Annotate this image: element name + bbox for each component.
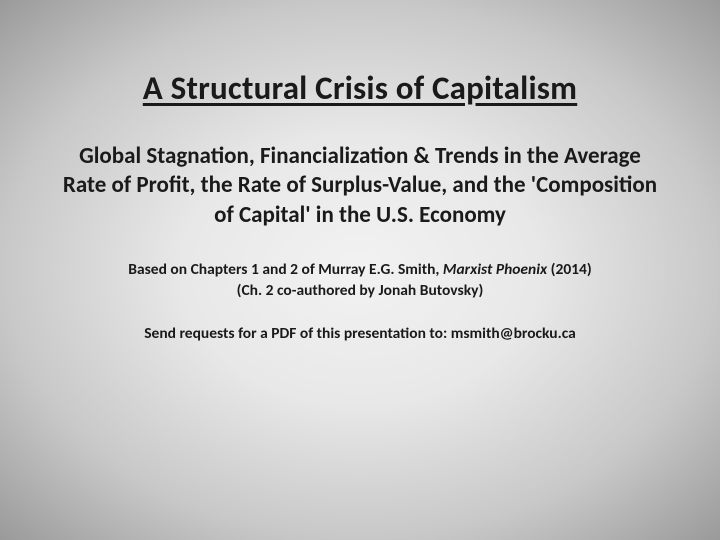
attribution-coauthor: (Ch. 2 co-authored by Jonah Butovsky) <box>237 281 484 300</box>
attribution-year: (2014) <box>547 260 592 279</box>
attribution-block: Based on Chapters 1 and 2 of Murray E.G.… <box>128 260 591 302</box>
slide-subtitle: Global Stagnation, Financialization & Tr… <box>60 142 660 230</box>
attribution-pre: Based on Chapters 1 and 2 of Murray E.G.… <box>128 260 443 279</box>
slide-title: A Structural Crisis of Capitalism <box>143 68 577 108</box>
attribution-book-title: Marxist Phoenix <box>443 260 547 279</box>
contact-line: Send requests for a PDF of this presenta… <box>144 324 576 343</box>
